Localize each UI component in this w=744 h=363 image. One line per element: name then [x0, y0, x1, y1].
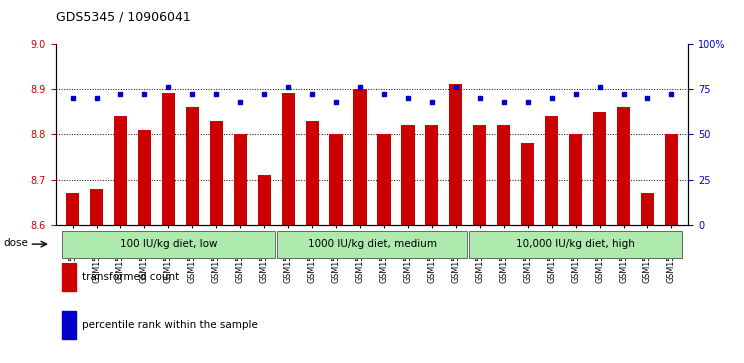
Text: dose: dose	[4, 237, 28, 248]
Bar	[306, 121, 318, 225]
Bar	[114, 116, 127, 225]
Bar	[90, 189, 103, 225]
Text: 1000 IU/kg diet, medium: 1000 IU/kg diet, medium	[307, 239, 437, 249]
Bar	[377, 134, 391, 225]
Bar	[210, 121, 223, 225]
Text: GDS5345 / 10906041: GDS5345 / 10906041	[56, 11, 190, 24]
Bar	[66, 193, 79, 225]
Bar	[449, 84, 463, 225]
Bar	[330, 134, 343, 225]
Bar	[521, 143, 534, 225]
Bar	[497, 125, 510, 225]
Text: transformed count: transformed count	[83, 272, 179, 282]
Bar	[257, 175, 271, 225]
Bar	[545, 116, 558, 225]
Bar	[281, 93, 295, 225]
Bar	[138, 130, 151, 225]
Bar	[473, 125, 487, 225]
Bar	[665, 134, 678, 225]
Bar	[593, 111, 606, 225]
Bar	[186, 107, 199, 225]
Bar	[401, 125, 414, 225]
Bar	[161, 93, 175, 225]
Bar	[62, 263, 76, 291]
Text: 10,000 IU/kg diet, high: 10,000 IU/kg diet, high	[516, 239, 635, 249]
Bar	[353, 89, 367, 225]
Bar	[569, 134, 583, 225]
Bar	[426, 125, 438, 225]
Bar	[617, 107, 630, 225]
Text: percentile rank within the sample: percentile rank within the sample	[83, 320, 258, 330]
Bar	[641, 193, 654, 225]
Bar	[469, 231, 682, 258]
Bar	[278, 231, 466, 258]
Bar	[62, 231, 275, 258]
Text: 100 IU/kg diet, low: 100 IU/kg diet, low	[120, 239, 217, 249]
Bar	[62, 311, 76, 339]
Bar	[234, 134, 247, 225]
